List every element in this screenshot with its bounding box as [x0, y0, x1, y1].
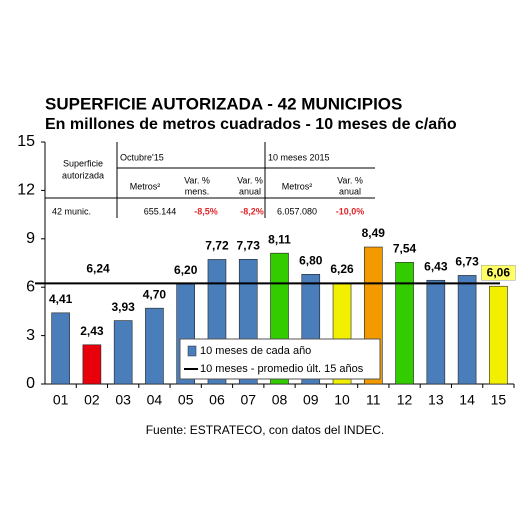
value-label: 7,73: [237, 238, 261, 252]
x-tick-label: 14: [459, 392, 475, 408]
x-tick-label: 03: [115, 392, 131, 408]
x-tick-label: 06: [209, 392, 225, 408]
x-tick-label: 12: [397, 392, 413, 408]
x-tick-label: 09: [303, 392, 319, 408]
x-tick-label: 08: [272, 392, 288, 408]
bar: [489, 285, 508, 385]
table-cell: -8,2%: [240, 206, 264, 216]
y-tick-label: 15: [17, 133, 35, 150]
bar: [457, 275, 477, 385]
bar: [82, 344, 102, 385]
legend-box: [179, 338, 381, 380]
table-group: 10 meses 2015: [268, 152, 330, 162]
table-cell: -10,0%: [336, 206, 365, 216]
table-stub: Superficie: [63, 158, 103, 168]
value-label: 3,93: [111, 300, 135, 314]
table-cell: 655.144: [144, 206, 177, 216]
value-label: 6,26: [330, 262, 354, 276]
y-tick-label: 9: [26, 230, 35, 247]
table-column: anual: [339, 186, 361, 196]
value-label: 7,54: [393, 242, 417, 256]
table-stub: autorizada: [62, 170, 104, 180]
x-tick-label: 05: [178, 392, 194, 408]
value-label: 8,11: [268, 232, 291, 246]
chart-title: SUPERFICIE AUTORIZADA - 42 MUNICIPIOS: [45, 94, 402, 113]
value-label: 4,70: [143, 287, 167, 301]
x-tick-label: 07: [240, 392, 256, 408]
x-tick-label: 13: [428, 392, 444, 408]
plot-area: 03691215014,41022,43033,93044,70056,2006…: [17, 133, 516, 408]
chart-subtitle: En millones de metros cuadrados - 10 mes…: [45, 116, 457, 133]
table-group: Octubre'15: [120, 152, 164, 162]
x-tick-label: 01: [53, 392, 69, 408]
bar: [426, 279, 446, 385]
y-tick-label: 6: [26, 278, 35, 295]
table-cell: 42 munic.: [52, 206, 91, 216]
value-label: 8,49: [362, 226, 386, 240]
value-label: 6,43: [424, 259, 448, 273]
y-tick-label: 0: [26, 375, 35, 392]
table-column: Var. %: [184, 175, 210, 185]
value-label: 6,20: [174, 263, 198, 277]
value-label: 6,80: [299, 253, 323, 267]
y-tick-label: 3: [26, 327, 35, 344]
x-tick-label: 04: [147, 392, 163, 408]
table-column: Var. %: [337, 175, 363, 185]
summary-table: Superficie autorizada Octubre'15 10 mese…: [45, 142, 375, 218]
x-tick-label: 11: [366, 392, 381, 408]
table-cell: 6.057.080: [277, 206, 317, 216]
value-label: 7,72: [205, 239, 229, 253]
table-column: Var. %: [237, 175, 263, 185]
table-column: Metros²: [130, 181, 161, 191]
y-tick-label: 12: [17, 182, 35, 199]
bar: [113, 320, 133, 385]
average-label: 6,24: [86, 261, 110, 275]
label-highlight: [481, 264, 516, 281]
bar: [51, 312, 70, 385]
legend-label: 10 meses de cada año: [200, 345, 311, 357]
source-note: Fuente: ESTRATECO, con datos del INDEC.: [146, 423, 385, 437]
value-label: 6,73: [455, 255, 479, 269]
table-cell: -8,5%: [194, 206, 218, 216]
table-column: Metros²: [282, 181, 313, 191]
table-column: mens.: [185, 186, 210, 196]
x-tick-label: 15: [491, 392, 507, 408]
table-column: anual: [239, 186, 261, 196]
x-tick-label: 02: [84, 392, 100, 408]
legend-swatch: [187, 345, 197, 357]
value-label: 2,43: [80, 324, 104, 338]
bar: [145, 307, 164, 385]
bar: [395, 262, 414, 385]
legend-label: 10 meses - promedio últ. 15 años: [200, 363, 364, 375]
value-label: 6,06: [487, 265, 511, 279]
x-tick-label: 10: [334, 392, 350, 408]
value-label: 4,41: [49, 292, 73, 306]
